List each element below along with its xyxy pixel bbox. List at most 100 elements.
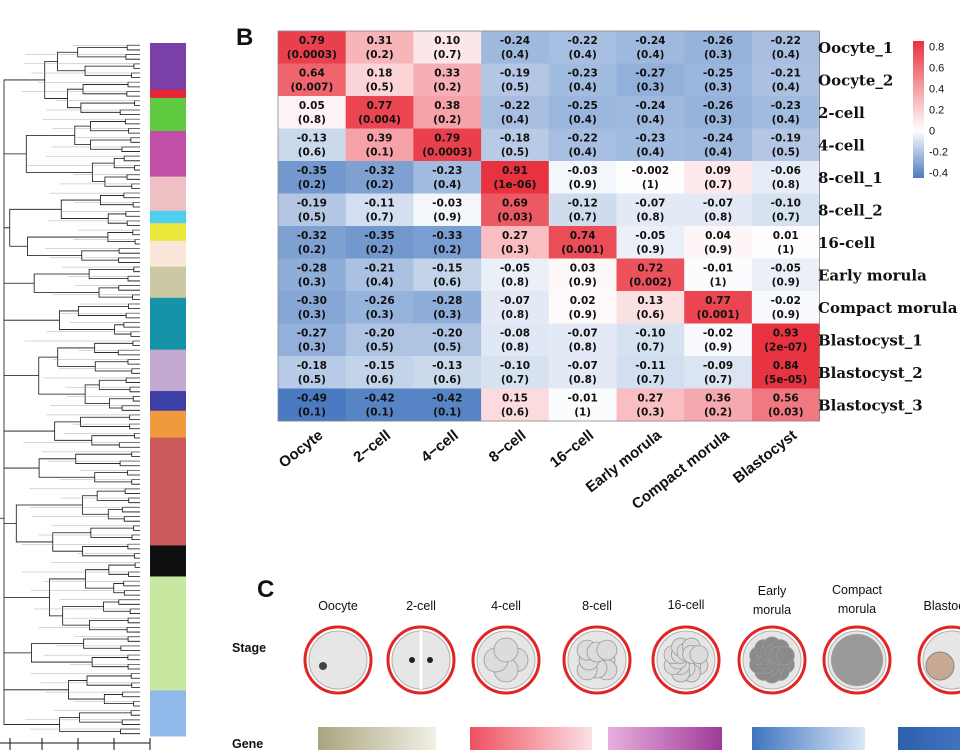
heatmap-cell: [413, 258, 482, 292]
heatmap-cell: [278, 193, 347, 227]
cell-pvalue: (0.2): [365, 244, 393, 256]
heatmap-cell: [616, 193, 685, 227]
cell-pvalue: (0.8): [501, 342, 529, 354]
cell-value: -0.22: [568, 35, 598, 47]
heatmap-cell: [548, 96, 617, 129]
dendrogram-branches: [0, 44, 140, 735]
cell-pvalue: (0.3): [704, 114, 732, 126]
cell-pvalue: (0.7): [704, 179, 732, 191]
cell-value: -0.12: [568, 198, 598, 210]
column-label: Blastocyst: [730, 427, 800, 487]
cell-pvalue: (0.2): [365, 49, 393, 61]
cluster-color-bar: [150, 43, 186, 737]
heatmap-cell: [481, 161, 550, 194]
cell-value: -0.20: [364, 328, 394, 340]
heatmap-cell: [751, 63, 820, 97]
cell-pvalue: (0.5): [772, 147, 800, 159]
heatmap-cell: [751, 356, 820, 389]
cell-pvalue: (0.9): [569, 309, 597, 321]
heatmap-cell: [481, 96, 550, 129]
cell-value: 0.93: [773, 328, 799, 340]
column-label: 2−cell: [350, 427, 394, 466]
cell-pvalue: (0.1): [298, 407, 326, 419]
heatmap-cell: [616, 128, 685, 162]
cell-pvalue: (0.7): [365, 212, 393, 224]
cell-pvalue: (0.4): [636, 147, 664, 159]
cell-value: -0.25: [568, 100, 598, 112]
cell-pvalue: (0.2): [365, 179, 393, 191]
heatmap-cell: [684, 258, 753, 292]
row-label: Compact morula: [818, 299, 958, 317]
cell-pvalue: (0.4): [569, 49, 597, 61]
cell-pvalue: (0.3): [365, 309, 393, 321]
cell-pvalue: (0.3): [636, 82, 664, 94]
cell-value: -0.25: [703, 68, 733, 80]
heatmap-cell: [684, 226, 753, 259]
cluster-color-block: [150, 210, 186, 224]
heatmap-cell: [278, 161, 347, 194]
blastomere: [596, 639, 618, 661]
cell-pvalue: (0.8): [636, 212, 664, 224]
gene-expression-bar: [752, 727, 865, 750]
stage-label: 4-cell: [491, 599, 521, 613]
cell-pvalue: (0.7): [433, 49, 461, 61]
row-label: Early morula: [818, 267, 927, 285]
cell-pvalue: (0.4): [501, 114, 529, 126]
cell-value: 0.79: [434, 133, 460, 145]
heatmap-cell: [616, 356, 685, 389]
cell-value: 0.03: [570, 263, 596, 275]
heatmap-cell: [548, 291, 617, 324]
cell-pvalue: (1e-06): [493, 179, 536, 191]
stage-label: morula: [838, 602, 876, 616]
cell-value: -0.19: [771, 133, 801, 145]
heatmap-cell: [548, 388, 617, 422]
heatmap-cell: [413, 323, 482, 357]
cell-value: -0.42: [364, 393, 394, 405]
heatmap-cell: [751, 161, 820, 194]
cell-pvalue: (0.7): [569, 212, 597, 224]
column-label: 4−cell: [418, 427, 462, 466]
cell-pvalue: (0.8): [298, 114, 326, 126]
cluster-color-block: [150, 690, 186, 737]
heatmap-cell: [684, 323, 753, 357]
cell-value: 0.13: [637, 295, 663, 307]
cell-value: -0.42: [432, 393, 462, 405]
cell-value: -0.08: [500, 328, 530, 340]
cluster-color-block: [150, 297, 186, 351]
blastomere: [775, 646, 795, 666]
stage-label: morula: [753, 603, 791, 617]
cell-value: -0.24: [635, 100, 665, 112]
cell-value: -0.27: [297, 328, 327, 340]
heatmap-cell: [481, 356, 550, 389]
nucleus: [427, 657, 433, 663]
cell-value: -0.10: [771, 198, 801, 210]
legend-tick-label: 0: [929, 126, 935, 138]
dendrogram-axis: [0, 738, 151, 750]
heatmap-cell: [616, 258, 685, 292]
heatmap-cell: [345, 323, 414, 357]
heatmap-cell: [616, 388, 685, 422]
cell-pvalue: (0.3): [704, 49, 732, 61]
cell-value: 0.27: [637, 393, 663, 405]
cell-pvalue: (0.4): [704, 147, 732, 159]
cell-value: 0.38: [434, 100, 460, 112]
cluster-color-block: [150, 576, 186, 691]
dendrogram: [0, 44, 140, 735]
cell-pvalue: (0.3): [298, 309, 326, 321]
cell-pvalue: (0.004): [358, 114, 401, 126]
cell-pvalue: (0.7): [501, 374, 529, 386]
heatmap-cell: [345, 193, 414, 227]
cell-pvalue: (0.8): [772, 179, 800, 191]
cell-pvalue: (0.4): [569, 114, 597, 126]
blastomere: [493, 637, 519, 663]
heatmap-cell: [616, 323, 685, 357]
cell-pvalue: (0.2): [704, 407, 732, 419]
heatmap-cell: [548, 226, 617, 259]
cell-pvalue: (0.4): [636, 114, 664, 126]
cell-value: -0.05: [771, 263, 801, 275]
cell-pvalue: (0.7): [772, 212, 800, 224]
heatmap-cell: [616, 161, 685, 194]
stage-row-label: Stage: [232, 641, 266, 655]
cell-value: -0.22: [771, 35, 801, 47]
panel-b-letter: B: [236, 24, 253, 51]
